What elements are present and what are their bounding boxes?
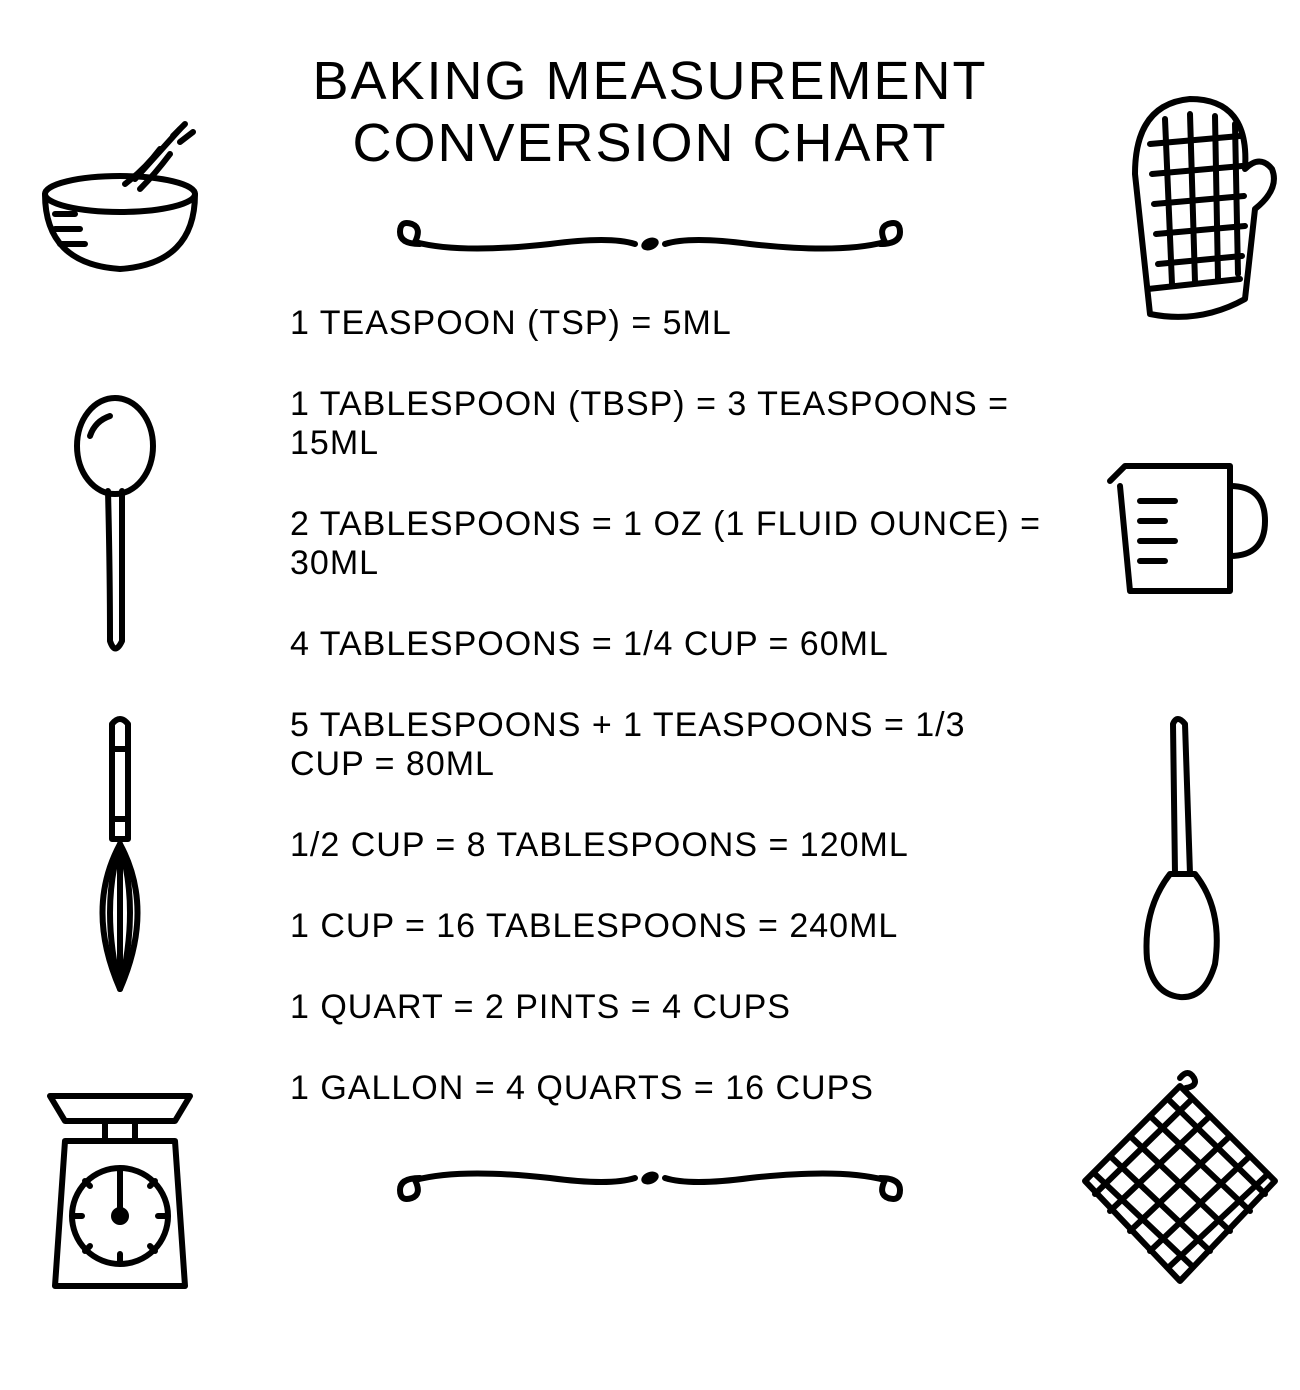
conversion-row: 5 TABLESPOONS + 1 TEASPOONS = 1/3 CUP = … (290, 706, 1050, 784)
whisk-icon (20, 729, 220, 989)
conversion-row: 2 TABLESPOONS = 1 OZ (1 FLUID OUNCE) = 3… (290, 505, 1050, 583)
spoon-icon (20, 401, 220, 661)
conversion-row: 1 TABLESPOON (TBSP) = 3 TEASPOONS = 15ML (290, 385, 1050, 463)
conversion-row: 1 CUP = 16 TABLESPOONS = 240ML (290, 907, 1050, 946)
kitchen-scale-icon (20, 1056, 220, 1316)
right-icon-column (1060, 0, 1300, 1390)
measuring-cup-icon (1080, 401, 1280, 661)
pot-holder-icon (1080, 1056, 1280, 1316)
conversion-row: 1/2 CUP = 8 TABLESPOONS = 120ML (290, 826, 1050, 865)
conversion-row: 1 TEASPOON (TSP) = 5ML (290, 304, 1050, 343)
center-content: BAKING MEASUREMENT CONVERSION CHART 1 TE… (240, 0, 1060, 1390)
left-icon-column (0, 0, 240, 1390)
bottom-divider-icon (370, 1148, 930, 1208)
conversions-list: 1 TEASPOON (TSP) = 5ML 1 TABLESPOON (TBS… (250, 304, 1050, 1108)
conversion-row: 1 QUART = 2 PINTS = 4 CUPS (290, 988, 1050, 1027)
title-line-2: CONVERSION CHART (352, 113, 947, 173)
wooden-spoon-icon (1080, 729, 1280, 989)
mixing-bowl-icon (20, 74, 220, 334)
title-line-1: BAKING MEASUREMENT (312, 51, 987, 111)
page-title: BAKING MEASUREMENT CONVERSION CHART (312, 50, 987, 174)
conversion-row: 1 GALLON = 4 QUARTS = 16 CUPS (290, 1069, 1050, 1108)
conversion-row: 4 TABLESPOONS = 1/4 CUP = 60ML (290, 625, 1050, 664)
oven-mitt-icon (1080, 74, 1280, 334)
top-divider-icon (370, 214, 930, 274)
